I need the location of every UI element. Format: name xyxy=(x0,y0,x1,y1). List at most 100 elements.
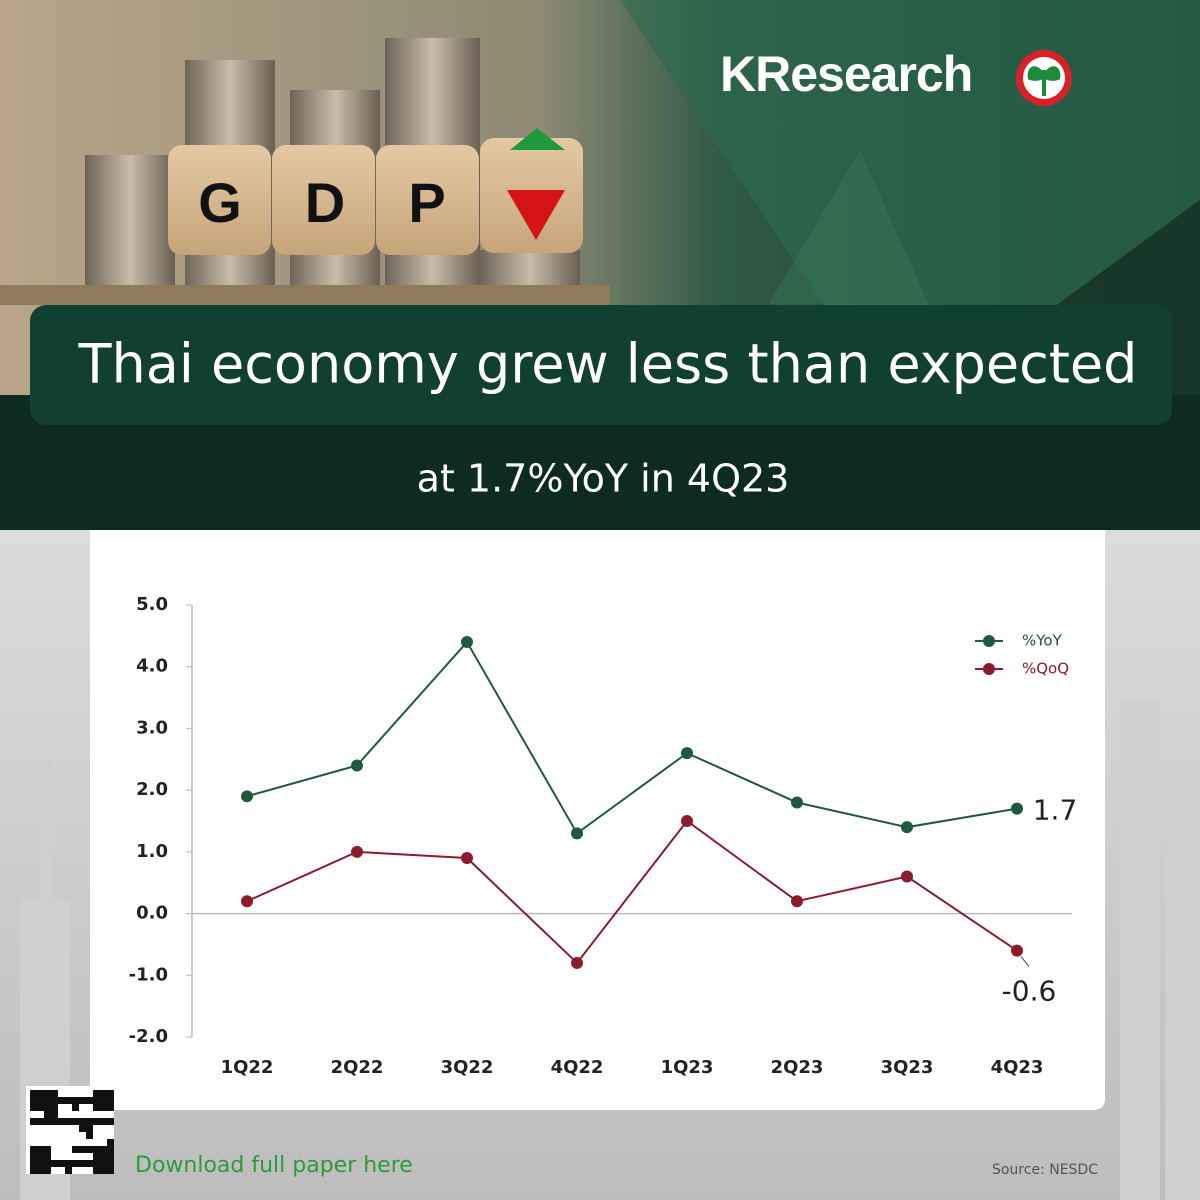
data-point xyxy=(791,796,803,809)
qr-cell xyxy=(100,1097,107,1104)
qr-cell xyxy=(58,1097,65,1104)
qr-cell xyxy=(30,1090,37,1097)
qr-cell xyxy=(100,1160,107,1167)
data-point xyxy=(461,852,473,865)
qr-cell xyxy=(100,1167,107,1174)
data-point xyxy=(791,895,803,908)
y-tick-label: 4.0 xyxy=(136,656,168,677)
qr-cell xyxy=(30,1104,37,1111)
series-line xyxy=(246,819,1018,965)
qr-cell xyxy=(93,1104,100,1111)
x-tick-label: 1Q22 xyxy=(221,1057,274,1078)
qr-cell xyxy=(100,1153,107,1160)
qr-cell xyxy=(37,1118,44,1125)
dice-letter: P xyxy=(408,171,445,234)
brand-logo: KResearch xyxy=(720,46,972,102)
qr-cell xyxy=(72,1160,79,1167)
qr-cell xyxy=(79,1118,86,1125)
dice-letter: G xyxy=(198,171,242,234)
data-point xyxy=(351,845,363,858)
x-tick-label: 4Q22 xyxy=(551,1057,604,1078)
logo-icon xyxy=(1016,50,1072,106)
qr-cell xyxy=(93,1167,100,1174)
y-tick-label: 2.0 xyxy=(136,779,168,800)
qr-cell xyxy=(100,1090,107,1097)
qr-cell xyxy=(93,1118,100,1125)
qr-cell xyxy=(37,1104,44,1111)
data-point xyxy=(571,827,583,840)
qr-cell xyxy=(79,1146,86,1153)
qr-cell xyxy=(107,1097,114,1104)
data-point xyxy=(681,747,693,760)
dice-letter: D xyxy=(305,171,345,234)
qr-cell xyxy=(37,1146,44,1153)
qr-cell xyxy=(72,1146,79,1153)
y-tick-label: 1.0 xyxy=(136,841,168,862)
x-tick-label: 2Q22 xyxy=(331,1057,384,1078)
legend-label: %YoY xyxy=(1022,632,1063,650)
green-shape xyxy=(620,0,1200,420)
qr-cell xyxy=(93,1160,100,1167)
qr-cell xyxy=(51,1118,58,1125)
data-point xyxy=(241,790,253,803)
qr-cell xyxy=(93,1097,100,1104)
legend-marker xyxy=(983,663,995,675)
qr-cell xyxy=(86,1125,93,1132)
qr-cell xyxy=(44,1104,51,1111)
qr-cell xyxy=(58,1160,65,1167)
data-point xyxy=(1011,802,1023,815)
qr-cell xyxy=(44,1146,51,1153)
qr-cell xyxy=(93,1153,100,1160)
y-tick-label: -2.0 xyxy=(129,1026,168,1047)
qr-cell xyxy=(37,1167,44,1174)
qr-cell xyxy=(44,1090,51,1097)
x-tick-label: 3Q23 xyxy=(881,1057,934,1078)
qr-cell xyxy=(37,1090,44,1097)
download-link[interactable]: Download full paper here xyxy=(135,1153,413,1178)
label-leader xyxy=(1020,956,1030,967)
qr-cell xyxy=(30,1146,37,1153)
qr-cell xyxy=(30,1153,37,1160)
qr-cell xyxy=(100,1146,107,1153)
qr-cell xyxy=(51,1160,58,1167)
qr-cell xyxy=(79,1125,86,1132)
qr-cell xyxy=(44,1111,51,1118)
qr-cell xyxy=(44,1118,51,1125)
qr-cell xyxy=(51,1097,58,1104)
qr-cell xyxy=(65,1097,72,1104)
x-tick-label: 1Q23 xyxy=(661,1057,714,1078)
dice xyxy=(168,128,583,255)
qr-cell xyxy=(65,1167,72,1174)
qr-cell xyxy=(100,1118,107,1125)
qr-cell xyxy=(107,1139,114,1146)
data-point xyxy=(1011,944,1023,957)
qr-cell xyxy=(107,1118,114,1125)
legend-label: %QoQ xyxy=(1022,660,1069,678)
data-label: 1.7 xyxy=(1033,794,1078,827)
y-tick-label: 0.0 xyxy=(136,903,168,924)
qr-cell xyxy=(107,1146,114,1153)
qr-cell xyxy=(86,1132,93,1139)
qr-cell xyxy=(107,1090,114,1097)
qr-cell xyxy=(93,1090,100,1097)
qr-cell xyxy=(65,1118,72,1125)
qr-cell xyxy=(51,1090,58,1097)
qr-cell xyxy=(30,1118,37,1125)
qr-cell xyxy=(107,1160,114,1167)
title-banner xyxy=(30,305,1172,425)
qr-cell xyxy=(107,1167,114,1174)
data-label: -0.6 xyxy=(1002,975,1057,1008)
qr-cell xyxy=(44,1160,51,1167)
y-tick-label: 5.0 xyxy=(136,594,168,615)
qr-cell xyxy=(37,1160,44,1167)
data-point xyxy=(901,821,913,834)
qr-cell xyxy=(79,1160,86,1167)
qr-cell xyxy=(72,1097,79,1104)
qr-cell xyxy=(30,1097,37,1104)
title: Thai economy grew less than expected xyxy=(78,333,1138,396)
qr-cell xyxy=(107,1153,114,1160)
qr-cell xyxy=(100,1104,107,1111)
qr-cell xyxy=(86,1160,93,1167)
qr-cell xyxy=(72,1118,79,1125)
